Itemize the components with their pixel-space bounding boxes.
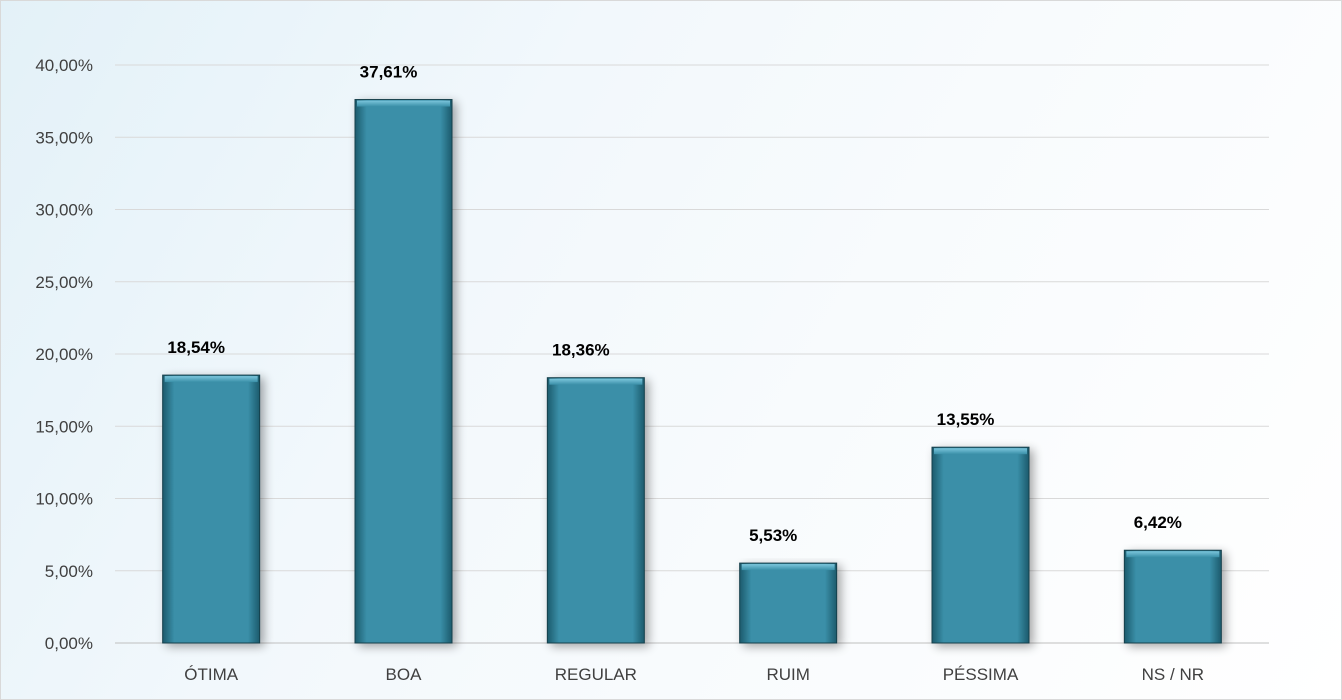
x-tick-label: BOA: [386, 665, 423, 684]
data-label: 37,61%: [360, 63, 418, 82]
bar-body: [1123, 549, 1222, 644]
bar-body: [739, 562, 838, 644]
bar-bevel: [357, 100, 450, 107]
bar-body: [931, 446, 1030, 644]
bar: [546, 377, 645, 644]
x-axis: ÓTIMA BOA REGULAR RUIM PÉSSIMA NS / NR: [184, 665, 1204, 684]
y-tick-label: 10,00%: [35, 490, 93, 509]
gridlines: [115, 64, 1269, 644]
x-tick-label: NS / NR: [1142, 665, 1204, 684]
x-tick-label: RUIM: [766, 665, 809, 684]
bar-body: [354, 99, 453, 644]
y-tick-label: 30,00%: [35, 201, 93, 220]
x-tick-label: REGULAR: [555, 665, 637, 684]
bar-bevel: [741, 564, 835, 571]
y-tick-label: 0,00%: [45, 634, 93, 653]
bar: [931, 446, 1030, 644]
bar-body: [162, 374, 261, 644]
bar: [162, 374, 261, 644]
y-tick-label: 40,00%: [35, 56, 93, 75]
bar: [1123, 549, 1222, 644]
x-tick-label: ÓTIMA: [184, 665, 238, 684]
data-labels: 18,54% 37,61% 18,36% 5,53% 13,55% 6,42%: [167, 63, 1182, 546]
data-label: 18,54%: [167, 338, 225, 357]
bar: [739, 562, 838, 644]
bar-bevel: [164, 376, 258, 383]
bar-bevel: [1126, 551, 1220, 558]
y-tick-label: 35,00%: [35, 128, 93, 147]
y-axis: 0,00% 5,00% 10,00% 15,00% 20,00% 25,00% 30,00%…: [35, 56, 93, 653]
x-tick-label: PÉSSIMA: [943, 665, 1019, 684]
y-tick-label: 15,00%: [35, 417, 93, 436]
y-tick-label: 5,00%: [45, 562, 93, 581]
bar: [354, 99, 453, 644]
y-tick-label: 20,00%: [35, 345, 93, 364]
data-label: 13,55%: [937, 410, 995, 429]
data-label: 18,36%: [552, 341, 610, 360]
bar-bevel: [934, 448, 1027, 455]
bars: [162, 99, 1222, 644]
bar-bevel: [549, 378, 643, 385]
bar-body: [546, 377, 645, 644]
data-label: 6,42%: [1134, 513, 1182, 532]
data-label: 5,53%: [749, 526, 797, 545]
y-tick-label: 25,00%: [35, 273, 93, 292]
